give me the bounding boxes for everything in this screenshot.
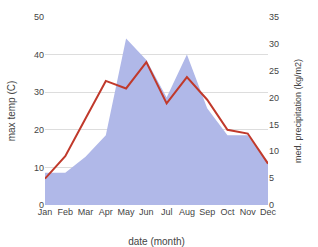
svg-text:May: May bbox=[118, 207, 136, 217]
svg-text:40: 40 bbox=[34, 50, 44, 60]
svg-text:Jul: Jul bbox=[161, 207, 173, 217]
svg-text:max temp (C): max temp (C) bbox=[6, 81, 17, 142]
svg-text:5: 5 bbox=[269, 173, 274, 183]
svg-text:Aug: Aug bbox=[179, 207, 195, 217]
svg-text:Jun: Jun bbox=[139, 207, 154, 217]
svg-text:Apr: Apr bbox=[99, 207, 113, 217]
svg-text:20: 20 bbox=[269, 93, 279, 103]
svg-text:10: 10 bbox=[34, 163, 44, 173]
svg-text:30: 30 bbox=[269, 39, 279, 49]
svg-text:Sep: Sep bbox=[199, 207, 215, 217]
svg-text:Feb: Feb bbox=[58, 207, 74, 217]
svg-text:50: 50 bbox=[34, 12, 44, 22]
svg-text:Nov: Nov bbox=[240, 207, 257, 217]
svg-text:15: 15 bbox=[269, 120, 279, 130]
svg-text:0: 0 bbox=[39, 200, 44, 210]
svg-text:35: 35 bbox=[269, 12, 279, 22]
svg-text:Oct: Oct bbox=[220, 207, 235, 217]
svg-text:10: 10 bbox=[269, 146, 279, 156]
svg-text:Jan: Jan bbox=[38, 207, 53, 217]
svg-text:30: 30 bbox=[34, 87, 44, 97]
svg-text:0: 0 bbox=[269, 200, 274, 210]
svg-text:Mar: Mar bbox=[78, 207, 94, 217]
svg-text:20: 20 bbox=[34, 125, 44, 135]
svg-text:med. precipitation (kg/m2): med. precipitation (kg/m2) bbox=[293, 59, 303, 163]
svg-text:Dec: Dec bbox=[260, 207, 277, 217]
svg-text:25: 25 bbox=[269, 66, 279, 76]
svg-text:date (month): date (month) bbox=[128, 236, 185, 247]
